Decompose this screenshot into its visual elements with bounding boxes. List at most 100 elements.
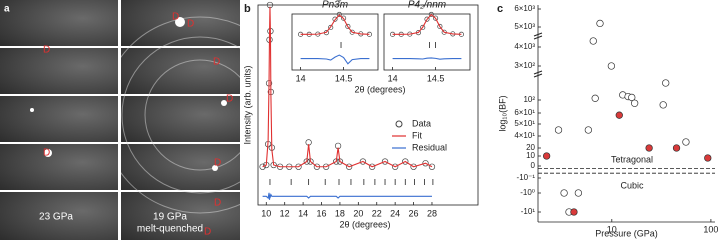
x-tick-label: 10 — [261, 208, 271, 218]
marker-label: D — [43, 45, 50, 56]
plot-frame — [383, 13, 471, 71]
image-tile — [0, 144, 118, 190]
y-tick-label: 3×10² — [514, 61, 535, 70]
y-tick-label: 4×10³ — [514, 42, 535, 51]
x-tick-label: 22 — [372, 208, 382, 218]
panel-label: a — [4, 4, 10, 15]
panel-b: 10 12 14 16 18 20 22 24 26 28 2θ (degrees) Intensit… — [242, 0, 479, 229]
diffraction-rings — [121, 16, 240, 214]
legend-symbol — [395, 120, 403, 128]
divider — [118, 0, 121, 240]
data-point — [359, 158, 367, 165]
data-point — [596, 19, 604, 28]
x-tick-label: 14.5 — [335, 73, 353, 83]
image-tile — [121, 48, 240, 94]
data-point — [630, 99, 639, 107]
data-point — [672, 144, 681, 152]
marker-label: D — [214, 158, 221, 169]
y-tick-label: 6×10¹ — [514, 108, 535, 117]
y-axis-label: Intensity (arb. units) — [242, 65, 252, 144]
y-tick-label: 10 — [526, 151, 535, 160]
data-point — [615, 111, 623, 119]
data-point — [336, 11, 342, 17]
data-point — [410, 163, 417, 170]
series-line — [262, 6, 433, 168]
image-tile — [0, 48, 118, 94]
inset-title: Pn3̄m — [322, 0, 348, 11]
data-point — [570, 208, 578, 216]
image-tile — [0, 96, 118, 142]
data-point — [368, 163, 376, 170]
data-point — [332, 16, 338, 22]
legend-label: Residual — [412, 142, 447, 152]
marker-label: D — [172, 12, 179, 23]
caption: 19 GPa — [153, 212, 187, 223]
data-point — [420, 24, 426, 31]
data-point — [574, 189, 583, 197]
series-line — [392, 13, 462, 35]
y-tick-label: -10⁻¹ — [517, 173, 536, 182]
marker-label: D — [213, 57, 220, 68]
y-tick-label: 6×10³ — [514, 4, 535, 13]
spots — [30, 17, 227, 171]
x-tick-label: 10 — [607, 224, 617, 234]
data-point — [645, 144, 653, 152]
y-tick-label: 20 — [526, 143, 535, 152]
plot-frame — [291, 13, 379, 71]
y-tick-label: -10⁰ — [520, 188, 535, 197]
legend-label: Fit — [412, 130, 422, 140]
data-point — [584, 126, 593, 134]
image-tile — [121, 96, 240, 142]
data-point — [341, 15, 347, 21]
x-tick-label: 24 — [390, 208, 400, 218]
x-tick-label: 14 — [388, 73, 398, 83]
data-point — [437, 23, 443, 29]
marker-label: D — [43, 148, 50, 159]
series-line — [300, 14, 370, 35]
x-tick-label: 18 — [335, 208, 345, 218]
x-axis-label: 2θ (degrees) — [354, 84, 405, 94]
data-point — [554, 126, 563, 134]
data-point — [704, 154, 712, 162]
panel-label: c — [497, 3, 503, 15]
data-point — [662, 79, 670, 87]
x-tick-label: 14.5 — [427, 73, 445, 83]
y-tick-label: -10¹ — [521, 207, 536, 216]
series-line — [300, 54, 370, 65]
panel-label: b — [244, 3, 251, 15]
data-point — [381, 158, 389, 165]
marker-label: D — [214, 198, 221, 209]
image-tile — [121, 192, 240, 240]
inset-title: P4₂/nnm — [408, 0, 446, 11]
annotation: Cubic — [620, 180, 644, 190]
data-point — [589, 37, 597, 45]
data-point — [424, 16, 430, 22]
y-tick-label: 5×10³ — [514, 22, 535, 31]
data-point — [682, 138, 690, 146]
annotation: Tetragonal — [611, 154, 653, 164]
marker-label: D — [187, 19, 194, 30]
image-tile — [0, 192, 118, 240]
caption: 23 GPa — [39, 212, 73, 223]
data-point — [628, 93, 636, 102]
data-point — [433, 15, 439, 21]
legend-label: Data — [412, 118, 431, 128]
y-tick-label: 5×10¹ — [514, 119, 535, 128]
caption: melt-quenched — [137, 224, 203, 235]
image-tile — [0, 0, 118, 46]
x-tick-label: 16 — [317, 208, 327, 218]
panel-c: 6×10³ 5×10³ 4×10³ 3×10² 10² 6×10¹ 5×10¹ 4×10¹ 20… — [497, 3, 718, 238]
y-axis-label: log₁₀(BF) — [497, 95, 507, 131]
x-tick-label: 26 — [409, 208, 419, 218]
image-tile — [121, 144, 240, 190]
marker-label: D — [204, 227, 211, 238]
data-point — [428, 163, 436, 170]
data-point — [328, 24, 334, 31]
x-axis-label: 2θ (degrees) — [339, 219, 390, 229]
data-point — [542, 152, 551, 160]
data-point — [428, 11, 434, 17]
data-point — [345, 23, 351, 29]
